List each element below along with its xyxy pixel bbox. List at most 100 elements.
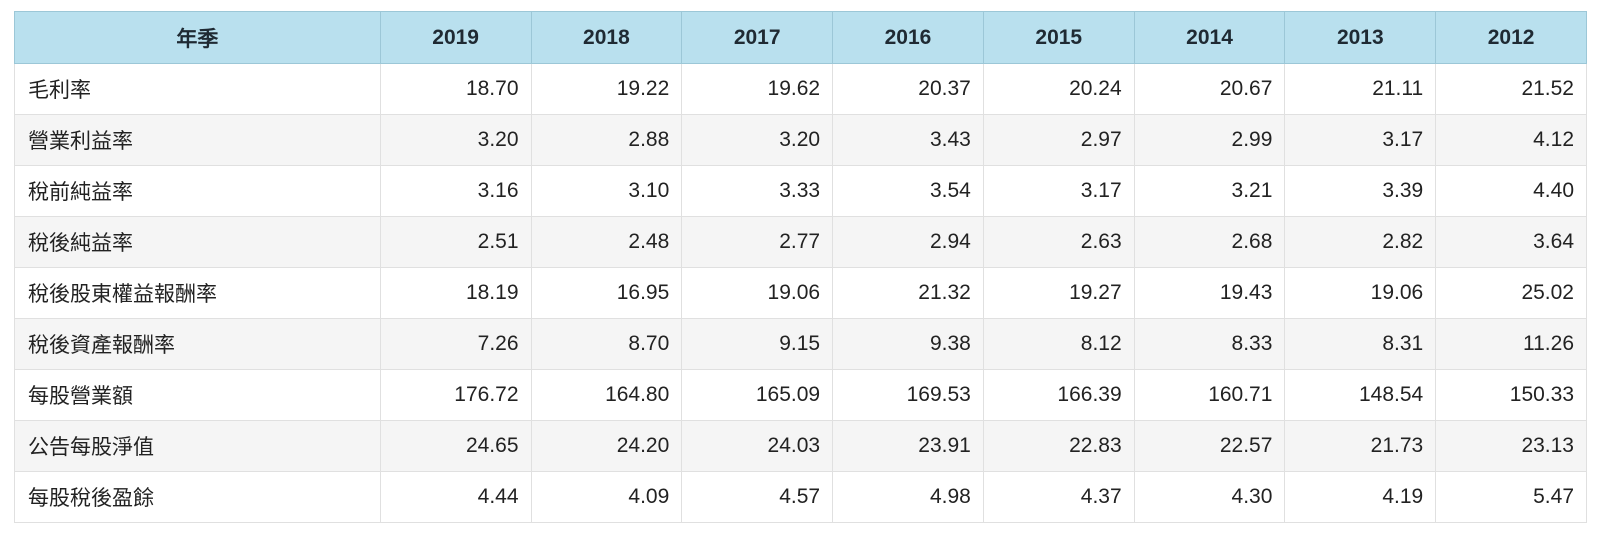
table-cell-2015: 20.24: [982, 63, 1135, 115]
table-cell-2012: 11.26: [1435, 318, 1587, 370]
table-cell-2014: 19.43: [1133, 267, 1286, 319]
table-cell-2012: 5.47: [1435, 471, 1587, 523]
table-cell-2012: 4.40: [1435, 165, 1587, 217]
row-label: 公告每股淨值: [14, 420, 381, 472]
table-row: 稅前純益率 3.16 3.10 3.33 3.54 3.17 3.21 3.39 4.40: [14, 165, 1587, 217]
table-cell-2018: 24.20: [530, 420, 683, 472]
row-label: 每股稅後盈餘: [14, 471, 381, 523]
header-year-2014: 2014: [1133, 11, 1286, 64]
row-label: 稅前純益率: [14, 165, 381, 217]
table-cell-2018: 8.70: [530, 318, 683, 370]
table-cell-2016: 9.38: [832, 318, 984, 370]
row-label: 營業利益率: [14, 114, 381, 166]
table-cell-2015: 2.63: [982, 216, 1135, 268]
table-cell-2012: 23.13: [1435, 420, 1587, 472]
header-year-2018: 2018: [530, 11, 683, 64]
table-cell-2014: 20.67: [1133, 63, 1286, 115]
header-year-2016: 2016: [832, 11, 984, 64]
table-row: 稅後股東權益報酬率 18.19 16.95 19.06 21.32 19.27 19.43 1…: [14, 267, 1587, 319]
table-cell-2017: 4.57: [681, 471, 834, 523]
row-label: 每股營業額: [14, 369, 381, 421]
table-cell-2017: 165.09: [681, 369, 834, 421]
table-cell-2016: 3.54: [832, 165, 984, 217]
table-cell-2015: 3.17: [982, 165, 1135, 217]
row-label: 稅後純益率: [14, 216, 381, 268]
table-cell-2017: 2.77: [681, 216, 834, 268]
table-cell-2016: 23.91: [832, 420, 984, 472]
table-cell-2016: 2.94: [832, 216, 984, 268]
table-row: 稅後資產報酬率 7.26 8.70 9.15 9.38 8.12 8.33 8.31 11.26: [14, 318, 1587, 370]
table-cell-2012: 150.33: [1435, 369, 1587, 421]
table-cell-2012: 21.52: [1435, 63, 1587, 115]
header-year-2017: 2017: [681, 11, 834, 64]
table-cell-2019: 7.26: [379, 318, 532, 370]
financial-ratio-table-container: 年季 2019 2018 2017 2016 2015 2014 2013 20…: [14, 11, 1587, 523]
table-header: 年季 2019 2018 2017 2016 2015 2014 2013 20…: [14, 11, 1587, 64]
table-cell-2015: 22.83: [982, 420, 1135, 472]
financial-ratio-table: 年季 2019 2018 2017 2016 2015 2014 2013 20…: [14, 11, 1587, 523]
table-cell-2013: 3.17: [1284, 114, 1437, 166]
table-cell-2018: 16.95: [530, 267, 683, 319]
table-cell-2013: 4.19: [1284, 471, 1437, 523]
table-cell-2014: 2.68: [1133, 216, 1286, 268]
table-row: 營業利益率 3.20 2.88 3.20 3.43 2.97 2.99 3.17 4.12: [14, 114, 1587, 166]
table-body: 毛利率 18.70 19.22 19.62 20.37 20.24 20.67 21.11 21…: [14, 63, 1587, 523]
table-cell-2015: 2.97: [982, 114, 1135, 166]
table-cell-2018: 3.10: [530, 165, 683, 217]
table-cell-2019: 18.70: [379, 63, 532, 115]
table-cell-2017: 3.20: [681, 114, 834, 166]
table-cell-2019: 3.20: [379, 114, 532, 166]
header-year-2015: 2015: [982, 11, 1135, 64]
table-cell-2018: 19.22: [530, 63, 683, 115]
table-cell-2013: 148.54: [1284, 369, 1437, 421]
table-cell-2012: 3.64: [1435, 216, 1587, 268]
table-cell-2016: 169.53: [832, 369, 984, 421]
table-cell-2017: 24.03: [681, 420, 834, 472]
header-year-2013: 2013: [1284, 11, 1437, 64]
table-cell-2012: 25.02: [1435, 267, 1587, 319]
table-cell-2015: 8.12: [982, 318, 1135, 370]
table-cell-2016: 3.43: [832, 114, 984, 166]
table-cell-2017: 9.15: [681, 318, 834, 370]
table-cell-2014: 160.71: [1133, 369, 1286, 421]
table-cell-2013: 21.11: [1284, 63, 1437, 115]
table-cell-2015: 4.37: [982, 471, 1135, 523]
table-cell-2018: 2.48: [530, 216, 683, 268]
header-year-2019: 2019: [379, 11, 532, 64]
row-label: 稅後資產報酬率: [14, 318, 381, 370]
table-cell-2014: 8.33: [1133, 318, 1286, 370]
table-row: 每股稅後盈餘 4.44 4.09 4.57 4.98 4.37 4.30 4.19 5.47: [14, 471, 1587, 523]
table-cell-2014: 3.21: [1133, 165, 1286, 217]
row-label: 稅後股東權益報酬率: [14, 267, 381, 319]
table-cell-2019: 3.16: [379, 165, 532, 217]
table-row: 稅後純益率 2.51 2.48 2.77 2.94 2.63 2.68 2.82 3.64: [14, 216, 1587, 268]
table-cell-2018: 2.88: [530, 114, 683, 166]
header-row: 年季 2019 2018 2017 2016 2015 2014 2013 20…: [14, 11, 1587, 64]
table-cell-2013: 19.06: [1284, 267, 1437, 319]
table-cell-2015: 166.39: [982, 369, 1135, 421]
table-cell-2013: 8.31: [1284, 318, 1437, 370]
table-row: 每股營業額 176.72 164.80 165.09 169.53 166.39 160.7…: [14, 369, 1587, 421]
table-cell-2019: 176.72: [379, 369, 532, 421]
table-cell-2014: 4.30: [1133, 471, 1286, 523]
table-cell-2016: 4.98: [832, 471, 984, 523]
table-cell-2014: 2.99: [1133, 114, 1286, 166]
table-cell-2019: 24.65: [379, 420, 532, 472]
table-cell-2019: 18.19: [379, 267, 532, 319]
table-cell-2013: 3.39: [1284, 165, 1437, 217]
table-cell-2014: 22.57: [1133, 420, 1286, 472]
table-cell-2019: 4.44: [379, 471, 532, 523]
header-corner-label: 年季: [14, 11, 381, 64]
table-cell-2016: 20.37: [832, 63, 984, 115]
table-cell-2019: 2.51: [379, 216, 532, 268]
table-cell-2017: 19.62: [681, 63, 834, 115]
table-cell-2015: 19.27: [982, 267, 1135, 319]
table-cell-2013: 21.73: [1284, 420, 1437, 472]
row-label: 毛利率: [14, 63, 381, 115]
header-year-2012: 2012: [1435, 11, 1587, 64]
table-row: 毛利率 18.70 19.22 19.62 20.37 20.24 20.67 21.11 21…: [14, 63, 1587, 115]
table-cell-2012: 4.12: [1435, 114, 1587, 166]
table-cell-2013: 2.82: [1284, 216, 1437, 268]
table-cell-2018: 164.80: [530, 369, 683, 421]
table-cell-2017: 3.33: [681, 165, 834, 217]
